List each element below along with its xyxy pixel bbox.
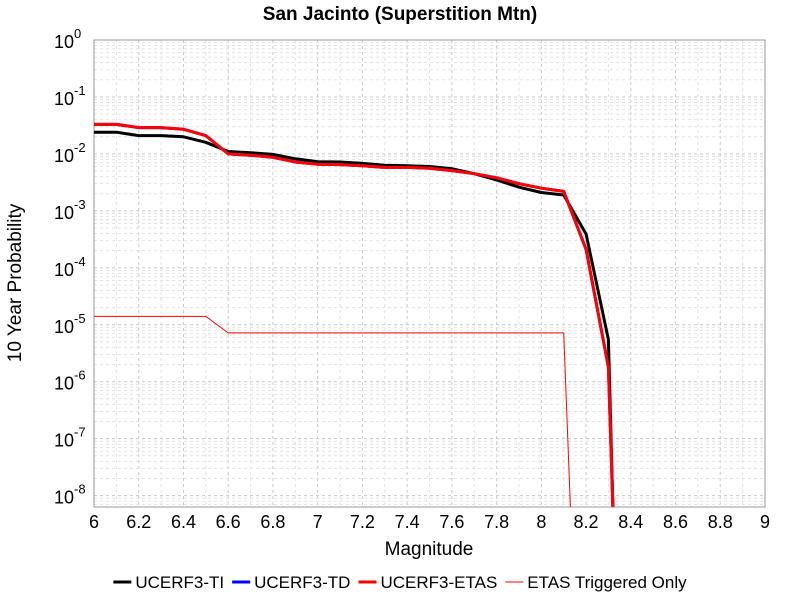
y-tick-label: 10-1	[54, 83, 86, 109]
chart-title: San Jacinto (Superstition Mtn)	[263, 4, 537, 25]
y-tick-label: 10-3	[54, 197, 86, 223]
plot-frame	[93, 39, 766, 508]
y-tick-label: 10-6	[54, 368, 86, 394]
x-axis-label: Magnitude	[385, 539, 474, 560]
legend-label-ucerf3-etas: UCERF3-ETAS	[380, 573, 497, 592]
y-tick-label: 10-7	[54, 425, 86, 451]
x-tick-label: 6.8	[260, 512, 285, 532]
series-line-etas-triggered-only	[94, 315, 571, 507]
legend-label-ucerf3-ti: UCERF3-TI	[135, 573, 224, 592]
x-axis-ticks: 6 6.2 6.4 6.6 6.8 7 7.2 7.4 7.6 7.8 8 8.2 8.4 8.6 8.8 9	[89, 512, 770, 532]
y-tick-label: 10-5	[54, 311, 86, 337]
legend-label-ucerf3-td: UCERF3-TD	[254, 573, 350, 592]
x-tick-label: 9	[760, 512, 770, 532]
legend: UCERF3-TI UCERF3-TD UCERF3-ETAS ETAS Trigge…	[113, 573, 687, 592]
y-tick-label: 10-2	[54, 140, 86, 166]
x-tick-label: 7.6	[439, 512, 464, 532]
x-tick-label: 7	[313, 512, 323, 532]
y-axis-ticks: 100 10-1 10-2 10-3 10-4 10-5 10-6 10-7 10-8	[54, 26, 86, 508]
x-tick-label: 8.2	[574, 512, 599, 532]
plot-area	[94, 122, 615, 507]
x-tick-label: 7.2	[350, 512, 375, 532]
x-tick-label: 6.6	[216, 512, 241, 532]
series-line-ucerf3-ti	[94, 130, 615, 507]
x-tick-label: 6.4	[171, 512, 196, 532]
y-tick-label: 10-8	[54, 482, 86, 508]
x-tick-label: 8.4	[618, 512, 643, 532]
x-tick-label: 8	[536, 512, 546, 532]
y-tick-label: 100	[54, 26, 81, 52]
x-tick-label: 8.6	[663, 512, 688, 532]
x-tick-label: 6.2	[126, 512, 151, 532]
x-tick-label: 8.8	[708, 512, 733, 532]
x-tick-label: 7.4	[395, 512, 420, 532]
grid	[93, 39, 766, 507]
series-line-ucerf3-etas	[94, 122, 615, 507]
x-tick-label: 6	[89, 512, 99, 532]
x-tick-label: 7.8	[484, 512, 509, 532]
y-axis-label: 10 Year Probability	[5, 203, 26, 362]
y-tick-label: 10-4	[54, 254, 86, 280]
legend-label-etas-triggered-only: ETAS Triggered Only	[527, 573, 687, 592]
